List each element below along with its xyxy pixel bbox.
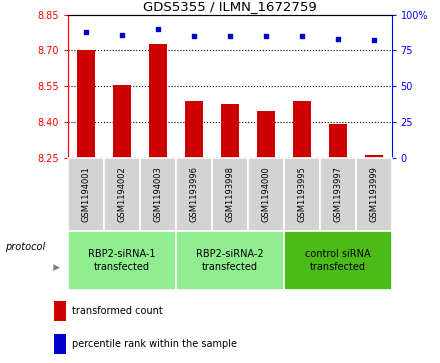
Text: GSM1194001: GSM1194001 — [82, 166, 91, 222]
Point — [191, 33, 198, 39]
Point — [370, 37, 377, 43]
FancyBboxPatch shape — [176, 158, 212, 231]
Text: GSM1194002: GSM1194002 — [117, 166, 127, 222]
Point — [298, 33, 305, 39]
FancyBboxPatch shape — [248, 158, 284, 231]
Text: percentile rank within the sample: percentile rank within the sample — [72, 339, 237, 349]
Point — [227, 33, 234, 39]
Bar — [54, 334, 66, 354]
Point — [154, 26, 161, 32]
FancyBboxPatch shape — [356, 158, 392, 231]
FancyBboxPatch shape — [212, 158, 248, 231]
Point — [334, 36, 341, 42]
Point — [262, 33, 269, 39]
FancyBboxPatch shape — [104, 158, 140, 231]
FancyBboxPatch shape — [140, 158, 176, 231]
Text: RBP2-siRNA-2
transfected: RBP2-siRNA-2 transfected — [196, 249, 264, 272]
Bar — [365, 155, 383, 158]
Bar — [257, 111, 275, 158]
FancyBboxPatch shape — [68, 231, 176, 290]
FancyBboxPatch shape — [320, 158, 356, 231]
Title: GDS5355 / ILMN_1672759: GDS5355 / ILMN_1672759 — [143, 0, 317, 13]
Bar — [329, 124, 347, 158]
Text: transformed count: transformed count — [72, 306, 163, 316]
Bar — [293, 101, 311, 158]
Bar — [113, 85, 131, 158]
Text: GSM1194000: GSM1194000 — [261, 166, 270, 222]
FancyBboxPatch shape — [176, 231, 284, 290]
Bar — [54, 301, 66, 321]
Text: control siRNA
transfected: control siRNA transfected — [305, 249, 370, 272]
Bar — [149, 44, 167, 158]
Text: GSM1193998: GSM1193998 — [225, 166, 235, 222]
Text: GSM1194003: GSM1194003 — [154, 166, 162, 222]
Text: GSM1193996: GSM1193996 — [190, 166, 198, 222]
Bar — [185, 101, 203, 158]
Text: protocol: protocol — [5, 242, 46, 252]
Point — [83, 29, 90, 34]
FancyBboxPatch shape — [284, 158, 320, 231]
Point — [119, 32, 126, 37]
Text: GSM1193997: GSM1193997 — [333, 166, 342, 222]
Text: GSM1193995: GSM1193995 — [297, 166, 306, 222]
Text: RBP2-siRNA-1
transfected: RBP2-siRNA-1 transfected — [88, 249, 156, 272]
Text: GSM1193999: GSM1193999 — [369, 166, 378, 222]
FancyBboxPatch shape — [284, 231, 392, 290]
Bar — [77, 50, 95, 158]
FancyBboxPatch shape — [68, 158, 104, 231]
Bar — [221, 104, 239, 158]
